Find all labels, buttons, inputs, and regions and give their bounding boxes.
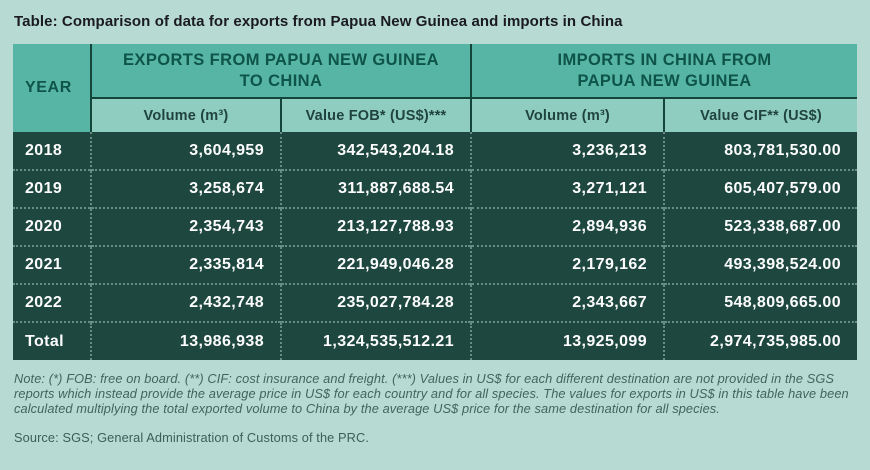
year-cell: 2022	[13, 283, 91, 322]
imports-volume-header: Volume (m³)	[470, 98, 665, 132]
exports-group-header: EXPORTS FROM PAPUA NEW GUINEA TO CHINA	[91, 44, 472, 99]
table-title: Table: Comparison of data for exports fr…	[14, 13, 623, 30]
footnote: Note: (*) FOB: free on board. (**) CIF: …	[14, 371, 849, 416]
year-cell: 2018	[13, 132, 91, 170]
import-volume-cell: 2,343,667	[470, 283, 665, 322]
total-export-value-cell: 1,324,535,512.21	[279, 321, 472, 360]
table-row-2021: 2021 2,335,814 221,949,046.28 2,179,162 …	[13, 245, 858, 284]
import-value-cell: 803,781,530.00	[663, 132, 858, 170]
export-volume-cell: 2,354,743	[90, 207, 281, 246]
total-export-volume-cell: 13,986,938	[90, 321, 281, 360]
subheader-row: Volume (m³) Value FOB* (US$)*** Volume (…	[13, 98, 858, 132]
table-row-2022: 2022 2,432,748 235,027,784.28 2,343,667 …	[13, 283, 858, 322]
imports-group-header-line1: IMPORTS IN CHINA FROM	[557, 50, 772, 69]
imports-group-header: IMPORTS IN CHINA FROM PAPUA NEW GUINEA	[470, 44, 858, 99]
exports-value-fob-header: Value FOB* (US$)***	[279, 98, 472, 132]
year-cell: 2021	[13, 245, 91, 284]
table-row-total: Total 13,986,938 1,324,535,512.21 13,925…	[13, 321, 858, 360]
import-volume-cell: 2,894,936	[470, 207, 665, 246]
imports-group-header-line2: PAPUA NEW GUINEA	[577, 71, 752, 90]
export-value-cell: 213,127,788.93	[279, 207, 472, 246]
total-import-volume-cell: 13,925,099	[470, 321, 665, 360]
import-value-cell: 523,338,687.00	[663, 207, 858, 246]
import-volume-cell: 2,179,162	[470, 245, 665, 284]
exports-volume-header: Volume (m³)	[91, 98, 281, 132]
total-import-value-cell: 2,974,735,985.00	[663, 321, 858, 360]
export-volume-cell: 2,432,748	[90, 283, 281, 322]
imports-value-cif-header: Value CIF** (US$)	[663, 98, 858, 132]
year-column-header: YEAR	[13, 44, 92, 132]
group-header-row: YEAR EXPORTS FROM PAPUA NEW GUINEA TO CH…	[13, 44, 858, 132]
import-volume-cell: 3,236,213	[470, 132, 665, 170]
table-row-2018: 2018 3,604,959 342,543,204.18 3,236,213 …	[13, 132, 858, 170]
export-value-cell: 235,027,784.28	[279, 283, 472, 322]
export-value-cell: 221,949,046.28	[279, 245, 472, 284]
export-volume-cell: 3,258,674	[90, 169, 281, 208]
exports-group-header-line1: EXPORTS FROM PAPUA NEW GUINEA	[123, 50, 439, 69]
year-cell: 2020	[13, 207, 91, 246]
year-cell: 2019	[13, 169, 91, 208]
export-value-cell: 342,543,204.18	[279, 132, 472, 170]
import-volume-cell: 3,271,121	[470, 169, 665, 208]
source-line: Source: SGS; General Administration of C…	[14, 429, 370, 445]
table-row-2019: 2019 3,258,674 311,887,688.54 3,271,121 …	[13, 169, 858, 208]
import-value-cell: 493,398,524.00	[663, 245, 858, 284]
comparison-table: YEAR EXPORTS FROM PAPUA NEW GUINEA TO CH…	[13, 44, 858, 360]
export-volume-cell: 3,604,959	[90, 132, 281, 170]
exports-group-header-line2: TO CHINA	[239, 71, 323, 90]
import-value-cell: 605,407,579.00	[663, 169, 858, 208]
total-label-cell: Total	[13, 321, 91, 360]
table-row-2020: 2020 2,354,743 213,127,788.93 2,894,936 …	[13, 207, 858, 246]
import-value-cell: 548,809,665.00	[663, 283, 858, 322]
export-volume-cell: 2,335,814	[90, 245, 281, 284]
export-value-cell: 311,887,688.54	[279, 169, 472, 208]
